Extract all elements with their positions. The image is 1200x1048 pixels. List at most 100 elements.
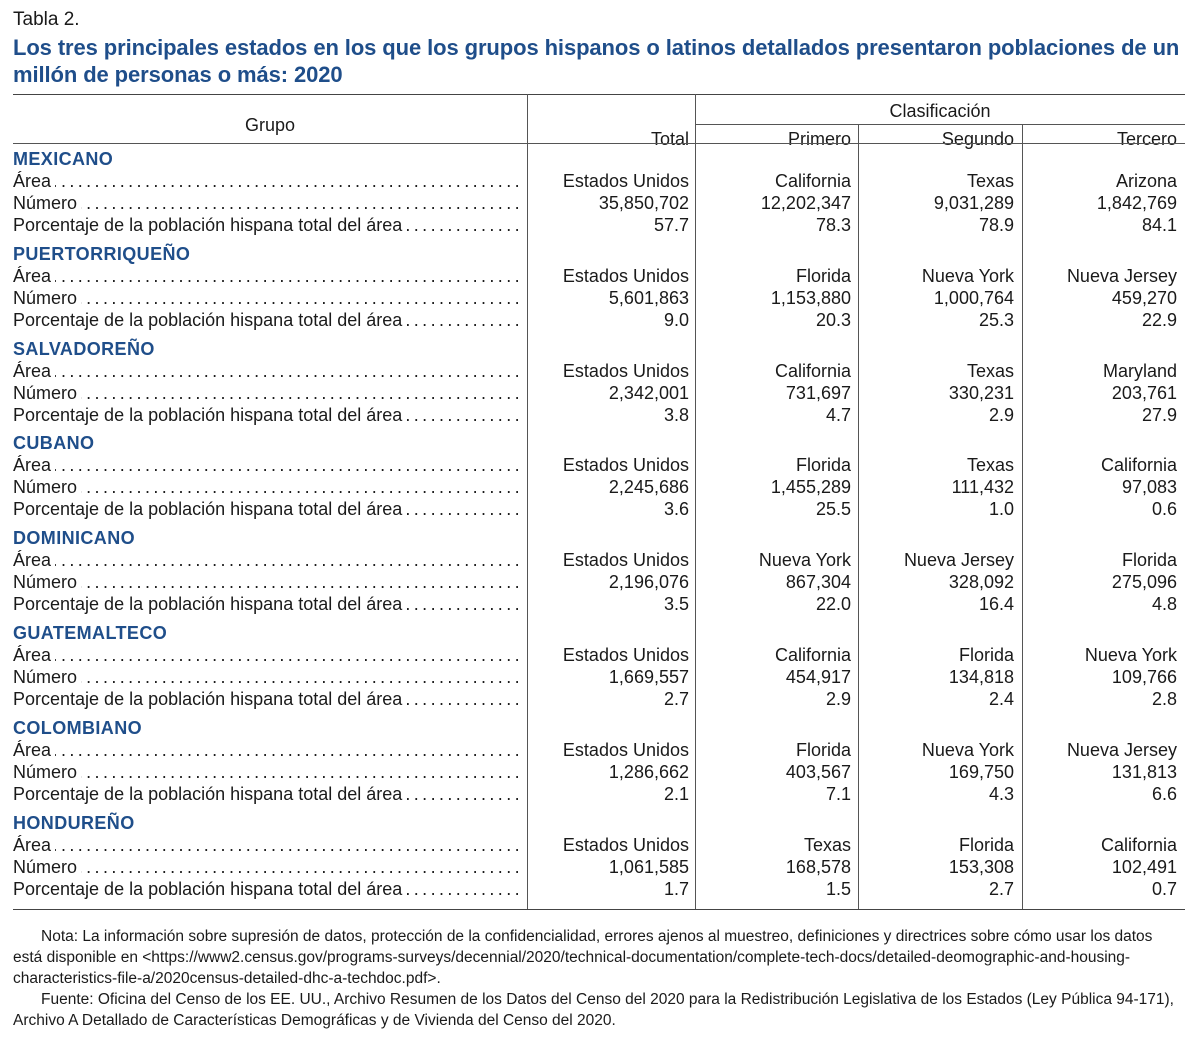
column-header-grupo: Grupo xyxy=(244,115,296,135)
cell-segundo: Florida xyxy=(958,644,1014,665)
group-heading: HONDUREÑO xyxy=(13,812,135,833)
row-label: Número xyxy=(13,287,82,308)
cell-tercero: 2.8 xyxy=(1151,688,1177,709)
dot-leader: ........................................… xyxy=(18,455,523,476)
group-block: MEXICANO................................… xyxy=(13,148,1185,243)
dot-leader: ........................................… xyxy=(18,550,523,571)
cell-segundo: 2.7 xyxy=(988,878,1014,899)
table-row-area: ........................................… xyxy=(13,360,1185,382)
row-label: Porcentaje de la población hispana total… xyxy=(13,688,407,709)
cell-total: 5,601,863 xyxy=(608,287,689,308)
dot-leader: ........................................… xyxy=(18,193,523,213)
cell-segundo: 4.3 xyxy=(988,783,1014,804)
cell-total: 2.7 xyxy=(663,688,689,709)
dot-leader: ........................................… xyxy=(18,644,523,665)
cell-primero: California xyxy=(774,171,851,191)
row-label: Número xyxy=(13,856,82,877)
cell-total: Estados Unidos xyxy=(562,739,689,760)
table-row-porcentaje: ........................................… xyxy=(13,404,1185,426)
cell-segundo: 2.4 xyxy=(988,688,1014,709)
table-row-area: ........................................… xyxy=(13,644,1185,666)
cell-tercero: 22.9 xyxy=(1141,309,1177,330)
row-label: Porcentaje de la población hispana total… xyxy=(13,499,407,520)
header-bottom-rule xyxy=(13,143,1185,144)
cell-primero: 25.5 xyxy=(815,499,851,520)
cell-primero: 1.5 xyxy=(825,878,851,899)
dot-leader: ........................................… xyxy=(18,834,523,855)
group-heading: DOMINICANO xyxy=(13,528,135,549)
table-row-area: ........................................… xyxy=(13,170,1185,192)
cell-primero: 454,917 xyxy=(785,666,851,687)
row-label-cell: ........................................… xyxy=(13,878,523,900)
group-heading: CUBANO xyxy=(13,433,95,454)
row-label: Área xyxy=(13,360,56,381)
table-row-area: ........................................… xyxy=(13,549,1185,571)
dot-leader: ........................................… xyxy=(18,572,523,593)
cell-primero: 168,578 xyxy=(785,856,851,877)
row-label: Número xyxy=(13,477,82,498)
cell-tercero: 97,083 xyxy=(1121,477,1177,498)
cell-segundo: 16.4 xyxy=(978,594,1014,615)
row-label: Porcentaje de la población hispana total… xyxy=(13,309,407,330)
column-header-tercero: Tercero xyxy=(1116,129,1177,149)
row-label: Área xyxy=(13,455,56,476)
cell-tercero: 109,766 xyxy=(1111,666,1177,687)
cell-primero: 78.3 xyxy=(815,215,851,235)
cell-primero: 867,304 xyxy=(785,572,851,593)
row-label-cell: ........................................… xyxy=(13,856,523,878)
row-label-cell: ........................................… xyxy=(13,287,523,309)
cell-segundo: 330,231 xyxy=(948,382,1014,403)
cell-primero: 2.9 xyxy=(825,688,851,709)
column-divider xyxy=(527,94,528,910)
group-block: PUERTORRIQUEÑO..........................… xyxy=(13,243,1185,338)
cell-primero: Florida xyxy=(795,455,851,476)
cell-segundo: Texas xyxy=(966,171,1014,191)
cell-total: 3.8 xyxy=(663,404,689,425)
row-label-cell: ........................................… xyxy=(13,214,523,236)
document-page: Tabla 2. Los tres principales estados en… xyxy=(13,8,1185,1029)
cell-total: Estados Unidos xyxy=(562,265,689,286)
column-header-clasificacion: Clasificación xyxy=(889,101,991,121)
row-label-cell: ........................................… xyxy=(13,761,523,783)
cell-segundo: Nueva Jersey xyxy=(903,550,1014,571)
cell-primero: 4.7 xyxy=(825,404,851,425)
cell-total: 1,061,585 xyxy=(608,856,689,877)
cell-tercero: Nueva Jersey xyxy=(1066,739,1177,760)
row-label: Área xyxy=(13,265,56,286)
table-row-numero: ........................................… xyxy=(13,761,1185,783)
row-label-cell: ........................................… xyxy=(13,834,523,856)
cell-segundo: 134,818 xyxy=(948,666,1014,687)
column-header-total: Total xyxy=(650,129,689,149)
cell-primero: Nueva York xyxy=(758,550,851,571)
row-label: Porcentaje de la población hispana total… xyxy=(13,783,407,804)
group-heading: GUATEMALTECO xyxy=(13,622,168,643)
cell-primero: Texas xyxy=(803,834,851,855)
cell-primero: California xyxy=(774,360,851,381)
group-block: SALVADOREÑO.............................… xyxy=(13,338,1185,433)
cell-tercero: 4.8 xyxy=(1151,594,1177,615)
cell-tercero: 275,096 xyxy=(1111,572,1177,593)
cell-total: 1.7 xyxy=(663,878,689,899)
cell-total: 2.1 xyxy=(663,783,689,804)
cell-segundo: 25.3 xyxy=(978,309,1014,330)
cell-primero: Florida xyxy=(795,265,851,286)
cell-primero: California xyxy=(774,644,851,665)
cell-primero: 1,153,880 xyxy=(770,287,851,308)
row-label-cell: ........................................… xyxy=(13,404,523,426)
row-label: Porcentaje de la población hispana total… xyxy=(13,215,407,235)
cell-tercero: 203,761 xyxy=(1111,382,1177,403)
column-divider xyxy=(1022,124,1023,910)
dot-leader: ........................................… xyxy=(18,761,523,782)
cell-segundo: 1,000,764 xyxy=(933,287,1014,308)
cell-tercero: 0.6 xyxy=(1151,499,1177,520)
cell-primero: Florida xyxy=(795,739,851,760)
cell-total: Estados Unidos xyxy=(562,455,689,476)
cell-tercero: Florida xyxy=(1121,550,1177,571)
row-label: Porcentaje de la población hispana total… xyxy=(13,878,407,899)
cell-primero: 12,202,347 xyxy=(760,193,851,213)
table-row-area: ........................................… xyxy=(13,454,1185,476)
column-divider xyxy=(695,94,696,910)
cell-total: 35,850,702 xyxy=(598,193,689,213)
cell-segundo: 169,750 xyxy=(948,761,1014,782)
cell-total: 1,669,557 xyxy=(608,666,689,687)
